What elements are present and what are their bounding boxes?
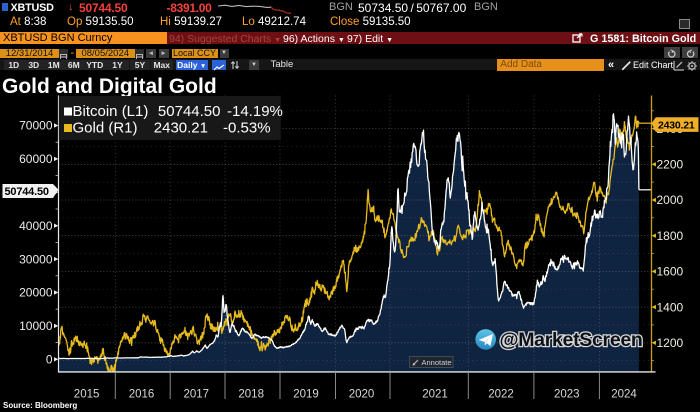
svg-text:70000: 70000 <box>19 119 53 133</box>
svg-text:50744.50: 50744.50 <box>158 103 221 120</box>
svg-text:2000: 2000 <box>657 193 684 207</box>
svg-text:2015: 2015 <box>74 389 100 401</box>
svg-text:50744.50: 50744.50 <box>5 186 49 198</box>
svg-text:-14.19%: -14.19% <box>227 103 283 120</box>
svg-text:2430.21: 2430.21 <box>154 120 208 137</box>
svg-text:1600: 1600 <box>657 265 684 279</box>
svg-text:10000: 10000 <box>19 319 53 333</box>
svg-text:30000: 30000 <box>19 252 53 266</box>
svg-text:0: 0 <box>46 353 53 367</box>
svg-text:20000: 20000 <box>19 286 53 300</box>
svg-text:1400: 1400 <box>657 300 684 314</box>
svg-text:Annotate: Annotate <box>422 358 452 367</box>
svg-text:2200: 2200 <box>657 158 684 172</box>
svg-text:2430.21: 2430.21 <box>658 119 695 131</box>
svg-text:-0.53%: -0.53% <box>223 120 271 137</box>
svg-text:2017: 2017 <box>184 389 210 401</box>
svg-text:2016: 2016 <box>129 389 155 401</box>
svg-text:2020: 2020 <box>349 389 375 401</box>
svg-text:Bitcoin (L1): Bitcoin (L1) <box>73 103 149 120</box>
svg-text:60000: 60000 <box>19 152 53 166</box>
svg-text:2021: 2021 <box>422 389 448 401</box>
svg-text:1200: 1200 <box>657 336 684 350</box>
svg-text:@MarketScreen: @MarketScreen <box>500 329 643 351</box>
svg-text:2018: 2018 <box>238 389 264 401</box>
svg-text:40000: 40000 <box>19 219 53 233</box>
svg-text:2023: 2023 <box>554 389 580 401</box>
svg-text:2019: 2019 <box>293 389 319 401</box>
svg-text:2022: 2022 <box>488 389 514 401</box>
svg-text:1800: 1800 <box>657 229 684 243</box>
svg-text:Gold (R1): Gold (R1) <box>73 120 138 137</box>
svg-text:2024: 2024 <box>611 389 637 401</box>
